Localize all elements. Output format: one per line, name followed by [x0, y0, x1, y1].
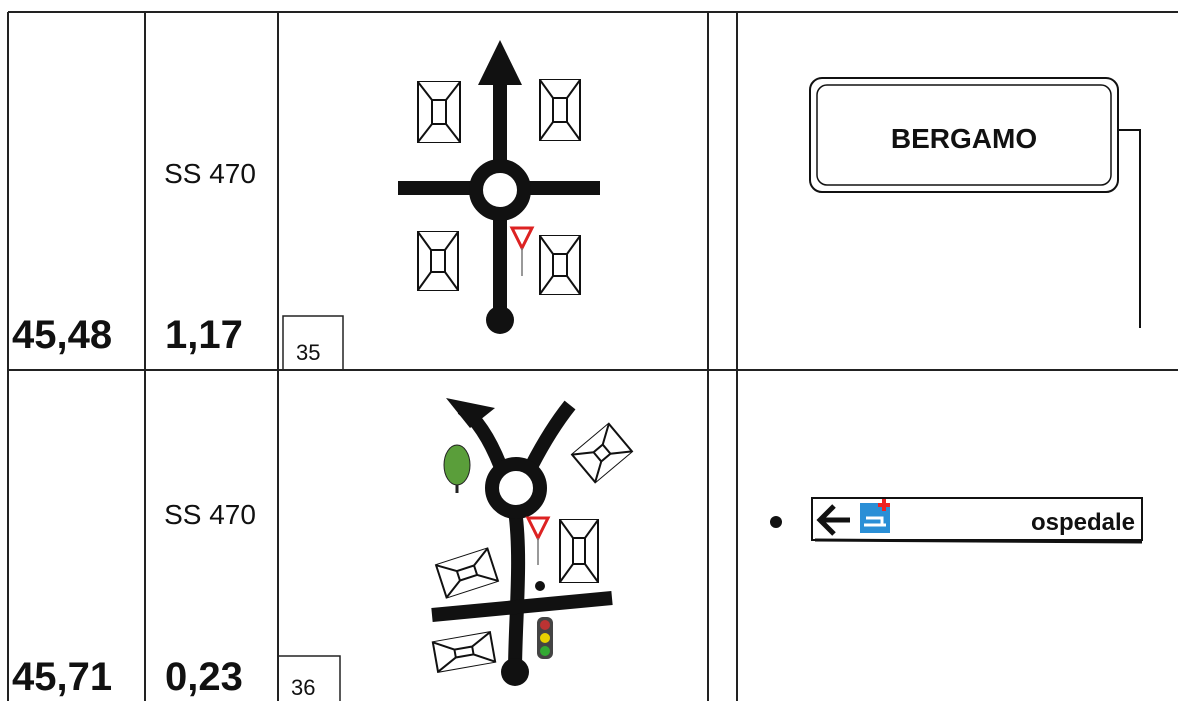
junction-diagram: [398, 40, 600, 334]
road-name: SS 470: [164, 158, 256, 189]
step-number: 36: [291, 675, 315, 700]
km-partial: 0,23: [165, 655, 243, 699]
road-name: SS 470: [164, 499, 256, 530]
sign-text: BERGAMO: [891, 123, 1037, 154]
step-box: [277, 655, 341, 701]
km-total: 45,48: [12, 313, 112, 357]
sign-text: ospedale: [1031, 509, 1135, 536]
step-box: [282, 315, 344, 371]
table-grid: [7, 11, 1178, 701]
junction-diagram: [431, 398, 634, 686]
direction-sign: [770, 497, 1143, 544]
km-partial: 1,17: [165, 313, 243, 357]
direction-sign: [809, 77, 1141, 328]
km-total: 45,71: [12, 655, 112, 699]
step-number: 35: [296, 340, 320, 365]
